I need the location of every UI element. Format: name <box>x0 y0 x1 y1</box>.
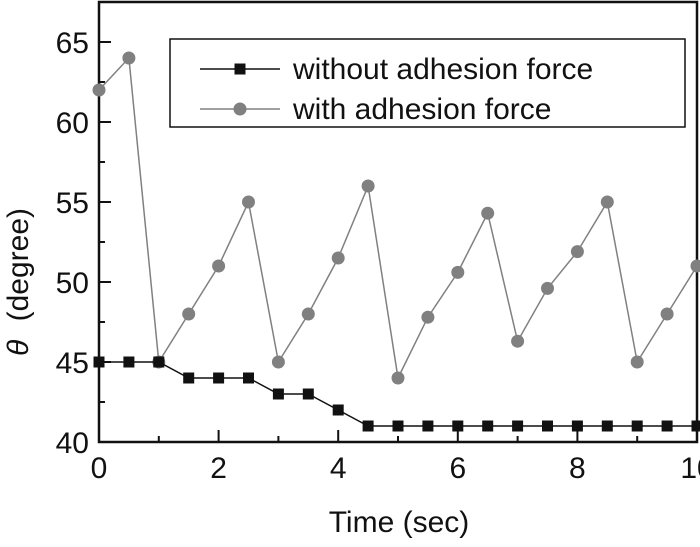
y-tick-label: 65 <box>56 27 89 60</box>
data-point-with-adhesion <box>122 52 135 65</box>
data-point-with-adhesion <box>182 308 195 321</box>
legend-label: with adhesion force <box>292 93 552 126</box>
data-point-without-adhesion <box>393 421 404 432</box>
data-point-without-adhesion <box>482 421 493 432</box>
data-point-with-adhesion <box>421 311 434 324</box>
data-point-without-adhesion <box>422 421 433 432</box>
legend: without adhesion force with adhesion forc… <box>170 39 685 127</box>
data-point-without-adhesion <box>602 421 613 432</box>
x-tick-label: 6 <box>449 452 466 485</box>
data-point-without-adhesion <box>542 421 553 432</box>
data-point-without-adhesion <box>94 357 105 368</box>
data-point-with-adhesion <box>451 266 464 279</box>
data-point-with-adhesion <box>93 84 106 97</box>
x-tick-label: 2 <box>210 452 227 485</box>
data-point-without-adhesion <box>572 421 583 432</box>
y-tick-label: 60 <box>56 107 89 140</box>
data-point-with-adhesion <box>362 180 375 193</box>
x-axis-title: Time (sec) <box>329 506 470 539</box>
data-point-without-adhesion <box>662 421 673 432</box>
data-point-with-adhesion <box>541 282 554 295</box>
y-tick-label: 45 <box>56 347 89 380</box>
data-point-with-adhesion <box>481 207 494 220</box>
data-point-with-adhesion <box>511 335 524 348</box>
data-point-without-adhesion <box>153 357 164 368</box>
data-point-with-adhesion <box>242 196 255 209</box>
data-point-without-adhesion <box>333 405 344 416</box>
data-point-with-adhesion <box>631 356 644 369</box>
data-point-with-adhesion <box>272 356 285 369</box>
data-point-without-adhesion <box>273 389 284 400</box>
x-tick-label: 4 <box>330 452 347 485</box>
legend-label: without adhesion force <box>292 53 593 86</box>
y-axis-unit: (degree) <box>2 208 35 321</box>
y-axis-symbol: θ <box>2 339 35 356</box>
data-point-without-adhesion <box>632 421 643 432</box>
data-point-with-adhesion <box>332 252 345 265</box>
legend-marker-circle <box>234 103 247 116</box>
data-point-without-adhesion <box>123 357 134 368</box>
data-point-without-adhesion <box>512 421 523 432</box>
x-tick-label: 10 <box>680 452 700 485</box>
data-point-with-adhesion <box>661 308 674 321</box>
data-point-with-adhesion <box>601 196 614 209</box>
y-tick-label: 40 <box>56 427 89 460</box>
data-point-with-adhesion <box>302 308 315 321</box>
y-axis-title: θ (degree) <box>2 208 35 356</box>
data-point-without-adhesion <box>183 373 194 384</box>
data-point-without-adhesion <box>692 421 700 432</box>
y-tick-label: 55 <box>56 187 89 220</box>
data-point-without-adhesion <box>213 373 224 384</box>
data-point-without-adhesion <box>363 421 374 432</box>
data-point-without-adhesion <box>243 373 254 384</box>
data-point-with-adhesion <box>212 260 225 273</box>
data-point-without-adhesion <box>452 421 463 432</box>
data-point-with-adhesion <box>571 245 584 258</box>
data-point-without-adhesion <box>303 389 314 400</box>
legend-marker-square <box>235 64 246 75</box>
x-tick-label: 0 <box>91 452 108 485</box>
data-point-with-adhesion <box>392 372 405 385</box>
data-point-with-adhesion <box>691 260 700 273</box>
y-tick-label: 50 <box>56 267 89 300</box>
x-tick-label: 8 <box>569 452 586 485</box>
